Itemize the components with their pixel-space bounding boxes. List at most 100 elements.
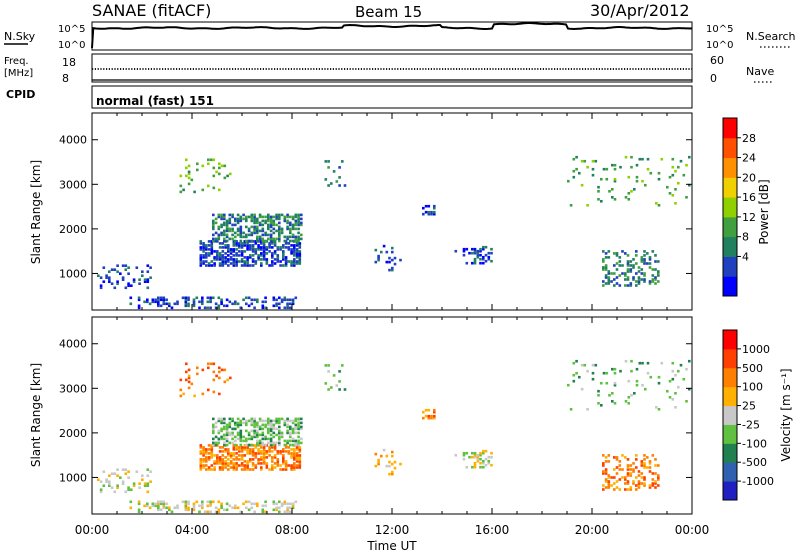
- echo-cell: [465, 451, 469, 455]
- echo-cell: [157, 504, 160, 508]
- echo-cell: [284, 466, 288, 469]
- echo-cell: [278, 510, 281, 514]
- velocity-x-ticks: [91, 317, 693, 514]
- echo-cell: [471, 247, 474, 251]
- colorbar-tick-label: 20: [742, 171, 756, 184]
- echo-cell: [297, 217, 300, 221]
- echo-cell: [212, 166, 216, 170]
- echo-cell: [218, 162, 221, 166]
- echo-cell: [242, 217, 245, 221]
- echo-cell: [607, 460, 611, 463]
- echo-cell: [185, 370, 188, 374]
- echo-cell: [289, 231, 292, 235]
- echo-cell: [338, 370, 341, 373]
- echo-cell: [218, 252, 222, 255]
- y-tick-label: 1000: [59, 471, 87, 484]
- echo-cell: [286, 302, 289, 306]
- echo-cell: [217, 431, 221, 435]
- echo-cell: [262, 446, 266, 449]
- echo-cell: [295, 458, 299, 461]
- echo-cell: [286, 502, 289, 506]
- echo-cell: [613, 456, 616, 459]
- echo-cell: [218, 462, 222, 465]
- echo-cell: [110, 486, 114, 489]
- echo-cell: [637, 484, 641, 487]
- echo-cell: [482, 245, 485, 249]
- echo-cell: [225, 427, 229, 431]
- echo-cell: [127, 486, 130, 489]
- echo-cell: [613, 371, 617, 375]
- echo-cell: [651, 250, 655, 253]
- echo-cell: [618, 488, 622, 491]
- echo-cell: [657, 270, 660, 273]
- echo-cell: [245, 437, 248, 441]
- echo-cell: [626, 482, 630, 485]
- echo-cell: [127, 284, 130, 287]
- echo-cell: [657, 274, 660, 277]
- echo-cell: [124, 490, 128, 494]
- echo-cell: [201, 504, 204, 508]
- echo-cell: [267, 419, 270, 423]
- echo-cell: [615, 254, 619, 257]
- echo-cell: [229, 172, 232, 176]
- echo-cell: [240, 448, 244, 451]
- echo-cell: [297, 221, 300, 225]
- echo-cell: [300, 417, 303, 421]
- echo-cell: [187, 380, 191, 384]
- echo-cell: [105, 478, 108, 481]
- echo-cell: [613, 252, 616, 255]
- echo-cell: [613, 278, 616, 281]
- echo-cell: [225, 443, 229, 447]
- nave-tick-bottom: 0: [710, 72, 717, 85]
- echo-cell: [216, 460, 219, 463]
- noise-sky-label: N.Sky: [4, 30, 36, 43]
- echo-cell: [269, 419, 273, 423]
- echo-cell: [242, 439, 245, 443]
- echo-cell: [212, 429, 215, 433]
- echo-cell: [637, 480, 641, 483]
- power-scatter: [97, 155, 691, 310]
- echo-cell: [654, 268, 657, 271]
- echo-cell: [192, 304, 196, 308]
- echo-cell: [207, 254, 211, 257]
- echo-cell: [271, 264, 274, 267]
- echo-cell: [243, 448, 247, 451]
- echo-cell: [212, 431, 215, 435]
- noise-panel: N.Sky 10^5 10^0 10^5 10^0 N.Search: [4, 21, 796, 51]
- echo-cell: [273, 250, 277, 253]
- echo-cell: [235, 244, 238, 247]
- echo-cell: [225, 298, 229, 302]
- echo-cell: [213, 250, 216, 253]
- echo-cell: [278, 217, 281, 221]
- echo-cell: [151, 300, 155, 304]
- echo-cell: [374, 452, 378, 456]
- echo-cell: [224, 464, 227, 467]
- echo-cell: [264, 425, 267, 429]
- echo-cell: [202, 242, 205, 245]
- echo-cell: [648, 466, 652, 469]
- echo-cell: [272, 296, 276, 300]
- echo-cell: [207, 456, 211, 459]
- echo-cell: [388, 472, 391, 476]
- echo-cell: [256, 225, 259, 229]
- echo-cell: [229, 466, 233, 469]
- echo-cell: [227, 450, 230, 453]
- echo-cell: [272, 219, 276, 223]
- echo-cell: [146, 474, 150, 477]
- echo-cell: [129, 296, 133, 300]
- colorbar-swatch: [723, 177, 737, 198]
- echo-cell: [217, 306, 221, 310]
- echo-cell: [297, 417, 300, 421]
- echo-cell: [232, 260, 236, 263]
- echo-cell: [216, 254, 219, 257]
- echo-cell: [286, 419, 289, 423]
- echo-cell: [212, 174, 216, 178]
- echo-cell: [221, 446, 225, 449]
- echo-cell: [604, 256, 608, 259]
- echo-cell: [291, 298, 295, 302]
- echo-cell: [671, 398, 675, 401]
- echo-cell: [102, 280, 106, 283]
- echo-cell: [286, 506, 289, 510]
- echo-cell: [629, 268, 633, 271]
- echo-cell: [275, 213, 278, 217]
